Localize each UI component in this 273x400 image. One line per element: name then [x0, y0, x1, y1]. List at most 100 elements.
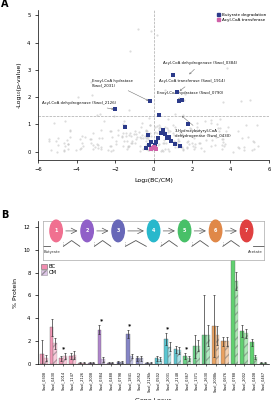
Point: [193, 141, 197, 148]
Point: [135, 134, 139, 140]
Point: [252, 138, 256, 145]
Bar: [174, 349, 177, 364]
Bar: [187, 358, 191, 364]
Point: [173, 140, 177, 147]
Bar: [63, 356, 67, 364]
Point: [132, 140, 137, 146]
Point: [116, 132, 120, 138]
Point: [221, 139, 225, 146]
Point: [218, 124, 222, 131]
Point: [93, 144, 97, 150]
Point: [214, 134, 218, 140]
Point: [178, 143, 183, 150]
Point: [65, 137, 70, 143]
Bar: [101, 360, 105, 364]
Point: [157, 125, 161, 131]
Point: [55, 135, 60, 141]
Point: [169, 138, 173, 144]
Point: [144, 128, 148, 134]
Bar: [244, 333, 248, 364]
Point: [180, 147, 185, 153]
Point: [95, 144, 100, 151]
Point: [113, 140, 118, 147]
Point: [164, 140, 168, 146]
Point: [218, 116, 222, 122]
Bar: [202, 336, 206, 364]
Point: [90, 142, 95, 148]
Point: [155, 31, 159, 38]
Point: [180, 144, 185, 150]
Point: [95, 141, 99, 147]
Point: [111, 146, 115, 153]
Point: [149, 28, 153, 34]
Point: [256, 143, 260, 149]
Point: [145, 141, 149, 147]
Bar: [136, 358, 139, 364]
Point: [144, 126, 149, 133]
Point: [146, 132, 150, 138]
Legend: BC, CM: BC, CM: [41, 264, 57, 276]
Point: [120, 121, 125, 128]
Point: [106, 147, 110, 154]
Point: [171, 122, 175, 129]
Point: [95, 142, 100, 149]
Point: [213, 142, 217, 148]
Bar: [221, 341, 225, 364]
Point: [114, 137, 118, 144]
Y-axis label: -Log₁₀(p-value): -Log₁₀(p-value): [17, 62, 22, 108]
Point: [171, 72, 175, 78]
Point: [134, 131, 138, 137]
Bar: [126, 334, 130, 364]
Point: [74, 147, 78, 153]
Point: [220, 136, 225, 142]
Point: [166, 146, 170, 152]
Text: Enoyl-CoA hydratase
(Swol_2031): Enoyl-CoA hydratase (Swol_2031): [92, 79, 148, 100]
Point: [52, 119, 57, 126]
Point: [68, 134, 73, 140]
Point: [78, 136, 82, 142]
Point: [151, 144, 156, 150]
Bar: [145, 363, 149, 364]
Point: [181, 112, 185, 118]
Point: [109, 128, 113, 134]
Bar: [235, 281, 238, 364]
Point: [162, 136, 166, 143]
Point: [182, 97, 186, 103]
Point: [149, 139, 153, 145]
Point: [146, 142, 150, 148]
Point: [203, 118, 207, 124]
Point: [244, 122, 249, 128]
Point: [137, 148, 142, 154]
Point: [66, 141, 70, 147]
Bar: [78, 363, 82, 364]
Text: Acyl-CoA dehydrogenase (Swol_0384): Acyl-CoA dehydrogenase (Swol_0384): [163, 62, 238, 74]
Point: [156, 142, 160, 148]
Point: [129, 133, 134, 139]
Point: [185, 138, 189, 145]
Point: [139, 124, 143, 130]
Point: [216, 128, 221, 134]
Point: [161, 130, 165, 136]
Point: [102, 118, 106, 124]
Point: [147, 142, 151, 148]
Point: [167, 134, 171, 140]
Point: [63, 118, 67, 124]
Point: [223, 140, 227, 147]
Bar: [231, 244, 235, 364]
Point: [181, 146, 185, 152]
Point: [149, 133, 153, 139]
Point: [66, 146, 70, 152]
Point: [163, 87, 167, 94]
Point: [161, 140, 165, 146]
Text: B: B: [1, 210, 9, 220]
Point: [165, 135, 169, 141]
Point: [179, 144, 183, 150]
Point: [242, 147, 247, 154]
Point: [236, 145, 241, 152]
Point: [54, 138, 58, 144]
Point: [252, 146, 257, 152]
Point: [222, 143, 227, 150]
Point: [220, 142, 224, 148]
Point: [89, 140, 93, 146]
Point: [221, 98, 225, 105]
